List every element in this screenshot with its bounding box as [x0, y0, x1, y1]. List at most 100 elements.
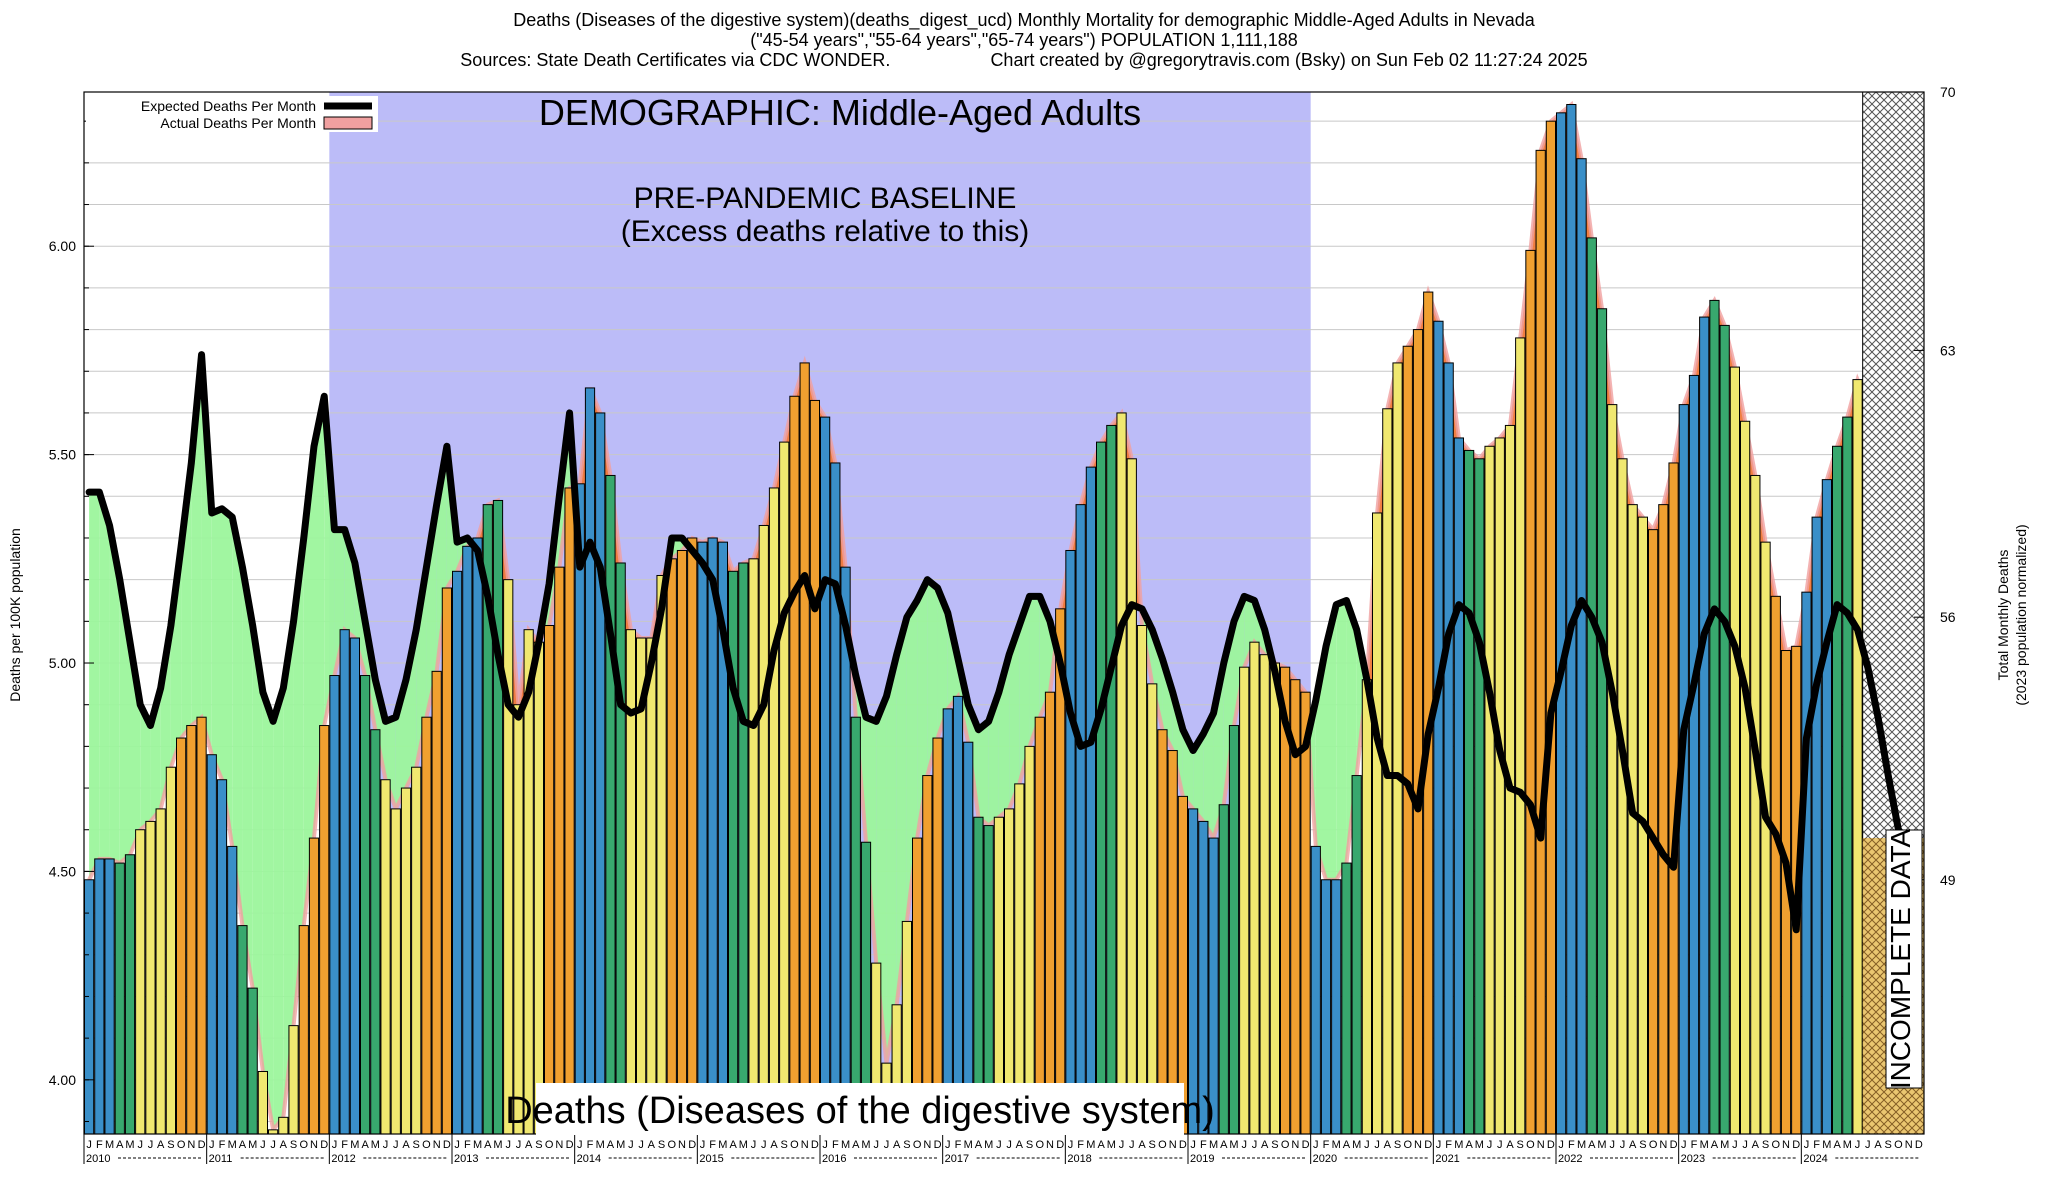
- actual-bar: [452, 570, 463, 1135]
- chart-title: Deaths (Diseases of the digestive system…: [513, 10, 1535, 30]
- actual-bar: [1832, 445, 1843, 1135]
- x-month-label: J: [86, 1139, 92, 1151]
- x-month-label: A: [729, 1139, 737, 1151]
- actual-bar: [1464, 449, 1475, 1135]
- x-month-label: A: [1016, 1139, 1024, 1151]
- x-month-label: F: [1691, 1139, 1698, 1151]
- x-month-label: J: [1681, 1139, 1687, 1151]
- chart-subtitle: ("45-54 years","55-64 years","65-74 year…: [750, 30, 1298, 50]
- actual-bar: [349, 637, 360, 1135]
- actual-bar: [257, 1070, 268, 1135]
- y-tick-label: 4.00: [49, 1072, 76, 1088]
- x-month-label: N: [187, 1139, 195, 1151]
- x-month-label: F: [464, 1139, 471, 1151]
- x-month-label: J: [577, 1139, 583, 1151]
- actual-bar: [84, 879, 95, 1135]
- x-month-label: F: [1445, 1139, 1452, 1151]
- actual-bar: [615, 562, 626, 1135]
- fill-segment: [99, 492, 110, 859]
- fill-segment: [222, 508, 233, 847]
- x-month-label: S: [658, 1139, 665, 1151]
- actual-bar: [942, 708, 953, 1135]
- x-month-label: J: [1487, 1139, 1493, 1151]
- x-month-label: S: [903, 1139, 910, 1151]
- x-month-label: O: [1649, 1139, 1658, 1151]
- x-year-label: 2017: [945, 1153, 969, 1165]
- x-month-label: M: [1597, 1139, 1606, 1151]
- actual-bar: [1372, 512, 1383, 1135]
- x-month-label: M: [861, 1139, 870, 1151]
- actual-bar: [1198, 820, 1209, 1135]
- fill-segment: [1326, 604, 1337, 880]
- chart-sources: Sources: State Death Certificates via CD…: [460, 50, 891, 70]
- x-month-label: A: [525, 1139, 533, 1151]
- x-month-label: A: [607, 1139, 615, 1151]
- x-month-label: O: [299, 1139, 308, 1151]
- x-month-label: F: [1077, 1139, 1084, 1151]
- actual-bar: [799, 362, 810, 1135]
- x-month-label: A: [1343, 1139, 1351, 1151]
- x-month-label: M: [1720, 1139, 1729, 1151]
- fill-segment: [1193, 733, 1204, 822]
- actual-bar: [1014, 783, 1025, 1135]
- actual-bar: [584, 387, 596, 1135]
- x-year-label: 2012: [331, 1153, 355, 1165]
- x-month-label: M: [1332, 1139, 1341, 1151]
- x-month-label: A: [1261, 1139, 1269, 1151]
- actual-bar: [411, 766, 422, 1135]
- x-month-label: N: [1659, 1139, 1667, 1151]
- x-month-label: J: [1313, 1139, 1319, 1151]
- x-year-label: 2022: [1558, 1153, 1582, 1165]
- actual-bar: [339, 629, 350, 1135]
- x-month-label: F: [341, 1139, 348, 1151]
- actual-bar: [758, 524, 769, 1135]
- x-month-label: N: [678, 1139, 686, 1151]
- x-month-label: F: [1568, 1139, 1575, 1151]
- actual-bar: [400, 787, 412, 1135]
- x-month-label: S: [413, 1139, 420, 1151]
- x-month-label: O: [1403, 1139, 1412, 1151]
- x-month-label: J: [1620, 1139, 1626, 1151]
- actual-bar: [1341, 862, 1352, 1135]
- x-year-label: 2018: [1067, 1153, 1091, 1165]
- x-month-label: M: [1822, 1139, 1831, 1151]
- x-month-label: M: [1209, 1139, 1218, 1151]
- actual-bar: [513, 704, 524, 1135]
- actual-bar: [768, 487, 780, 1135]
- x-month-label: J: [996, 1139, 1002, 1151]
- x-year-label: 2015: [699, 1153, 723, 1165]
- x-month-label: J: [1804, 1139, 1810, 1151]
- x-month-label: F: [1813, 1139, 1820, 1151]
- x-month-label: F: [219, 1139, 226, 1151]
- actual-bar: [1494, 437, 1505, 1135]
- actual-bar: [145, 820, 156, 1135]
- fill-segment: [262, 692, 274, 1130]
- x-month-label: D: [1547, 1139, 1555, 1151]
- actual-bar: [1065, 549, 1076, 1135]
- actual-bar: [1852, 379, 1863, 1135]
- actual-bar: [94, 858, 105, 1135]
- actual-bar: [595, 412, 606, 1135]
- fill-segment: [1336, 600, 1347, 880]
- fill-segment: [109, 525, 120, 864]
- fill-segment: [927, 579, 938, 776]
- cause-label-box: Deaths (Diseases of the digestive system…: [505, 1083, 1215, 1135]
- actual-bar: [216, 779, 228, 1135]
- actual-bar: [370, 729, 381, 1135]
- actual-bar: [288, 1025, 299, 1135]
- actual-bar: [1842, 416, 1853, 1135]
- actual-bar: [1249, 641, 1260, 1135]
- x-month-label: M: [105, 1139, 114, 1151]
- fill-segment: [140, 704, 151, 830]
- actual-bar: [1167, 750, 1178, 1135]
- x-month-label: M: [1577, 1139, 1586, 1151]
- x-month-label: A: [1874, 1139, 1882, 1151]
- x-month-label: O: [1035, 1139, 1044, 1151]
- x-month-label: D: [1915, 1139, 1923, 1151]
- x-month-label: S: [1762, 1139, 1769, 1151]
- x-month-label: M: [718, 1139, 727, 1151]
- fill-segment: [160, 625, 171, 809]
- actual-bar: [1300, 691, 1311, 1135]
- x-month-label: A: [484, 1139, 492, 1151]
- x-month-label: O: [422, 1139, 431, 1151]
